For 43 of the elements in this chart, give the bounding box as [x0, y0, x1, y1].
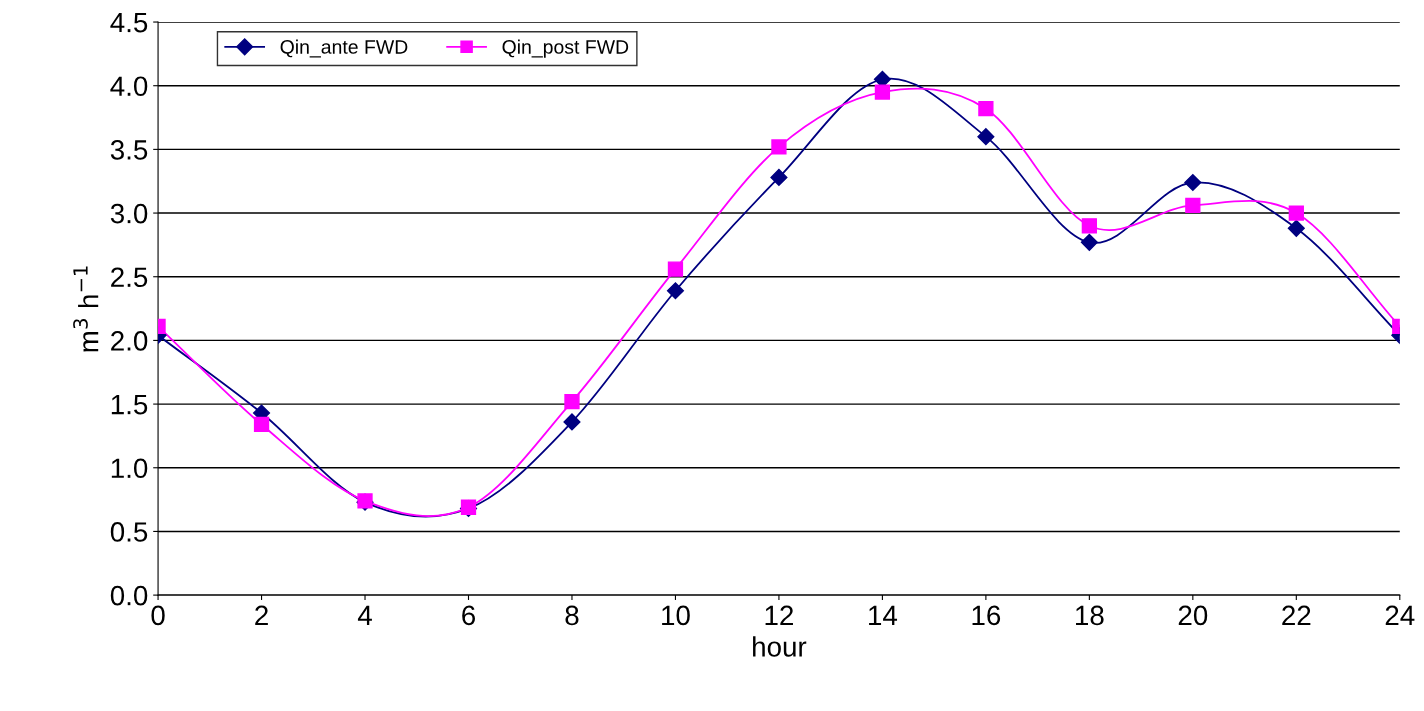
point — [770, 168, 788, 186]
point — [253, 416, 270, 433]
point — [978, 100, 994, 117]
x-tick-label: 10 — [662, 605, 690, 626]
x-tick-label: 18 — [1076, 605, 1104, 626]
y-tick-label: 0.5 — [110, 522, 148, 542]
x-tick-label: 22 — [1282, 605, 1311, 625]
point — [666, 282, 685, 300]
y-tick-label: 1.0 — [111, 458, 148, 479]
x-tick-label: 6 — [462, 605, 475, 626]
point — [1288, 205, 1304, 221]
y-tick-label: 1.5 — [111, 395, 148, 415]
legend-label: Qin_post FWD — [502, 39, 629, 58]
point — [1287, 219, 1305, 237]
point — [1185, 197, 1201, 214]
x-axis-title: hour — [753, 636, 807, 657]
point — [667, 261, 684, 277]
y-tick-label: 2.0 — [111, 331, 148, 351]
point — [874, 84, 891, 100]
legend-label: Qin_ante FWD — [280, 39, 408, 58]
x-tick-label: 24 — [1385, 605, 1415, 625]
point — [1184, 173, 1202, 192]
y-tick-label: 2.5 — [111, 267, 148, 288]
y-tick-label: 4.0 — [110, 76, 148, 97]
point — [771, 139, 787, 155]
point — [1081, 218, 1097, 234]
point — [1080, 233, 1098, 251]
x-tick-label: 12 — [765, 605, 793, 625]
x-tick-label: 20 — [1178, 605, 1208, 626]
x-tick-label: 14 — [869, 605, 898, 625]
point — [977, 128, 995, 146]
point — [564, 393, 580, 410]
y-tick-label: 4.5 — [110, 13, 148, 33]
point — [563, 413, 581, 431]
x-tick-label: 2 — [255, 605, 268, 625]
y-tick-label: 3.0 — [110, 203, 148, 224]
y-tick-label: 0.0 — [110, 585, 148, 606]
x-tick-label: 8 — [565, 605, 579, 626]
x-tick-label: 16 — [972, 605, 1001, 626]
x-tick-label: 0 — [151, 605, 165, 626]
x-tick-label: 4 — [357, 605, 372, 625]
y-axis-title: m$^{3}$ h$^{−1}$ — [73, 266, 99, 352]
y-tick-label: 3.5 — [110, 140, 148, 160]
